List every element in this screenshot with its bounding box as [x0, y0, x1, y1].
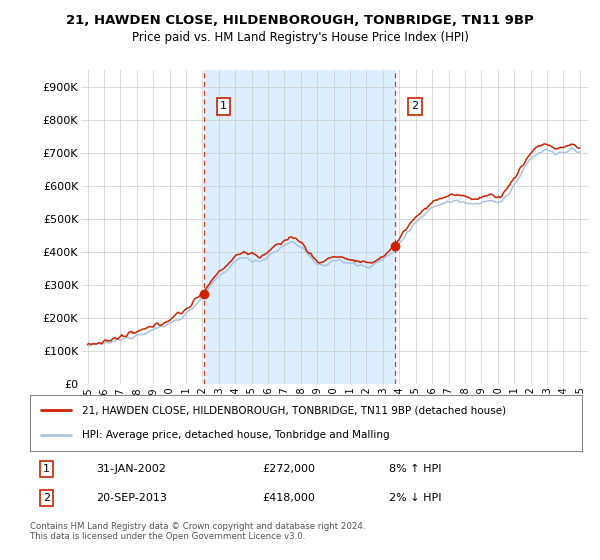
Text: Contains HM Land Registry data © Crown copyright and database right 2024.
This d: Contains HM Land Registry data © Crown c…: [30, 522, 365, 542]
Text: 2: 2: [411, 101, 418, 111]
Bar: [204, 70, 395, 384]
Text: 21, HAWDEN CLOSE, HILDENBOROUGH, TONBRIDGE, TN11 9BP (detached house): 21, HAWDEN CLOSE, HILDENBOROUGH, TONBRID…: [82, 405, 506, 416]
Text: 8% ↑ HPI: 8% ↑ HPI: [389, 464, 442, 474]
Text: 1: 1: [220, 101, 227, 111]
Text: 2: 2: [43, 493, 50, 503]
Text: HPI: Average price, detached house, Tonbridge and Malling: HPI: Average price, detached house, Tonb…: [82, 430, 390, 440]
Text: Price paid vs. HM Land Registry's House Price Index (HPI): Price paid vs. HM Land Registry's House …: [131, 31, 469, 44]
Text: 2% ↓ HPI: 2% ↓ HPI: [389, 493, 442, 503]
Text: £272,000: £272,000: [262, 464, 315, 474]
Text: 21, HAWDEN CLOSE, HILDENBOROUGH, TONBRIDGE, TN11 9BP: 21, HAWDEN CLOSE, HILDENBOROUGH, TONBRID…: [66, 14, 534, 27]
Text: 20-SEP-2013: 20-SEP-2013: [96, 493, 167, 503]
Text: 1: 1: [43, 464, 50, 474]
Text: £418,000: £418,000: [262, 493, 315, 503]
Text: 31-JAN-2002: 31-JAN-2002: [96, 464, 166, 474]
